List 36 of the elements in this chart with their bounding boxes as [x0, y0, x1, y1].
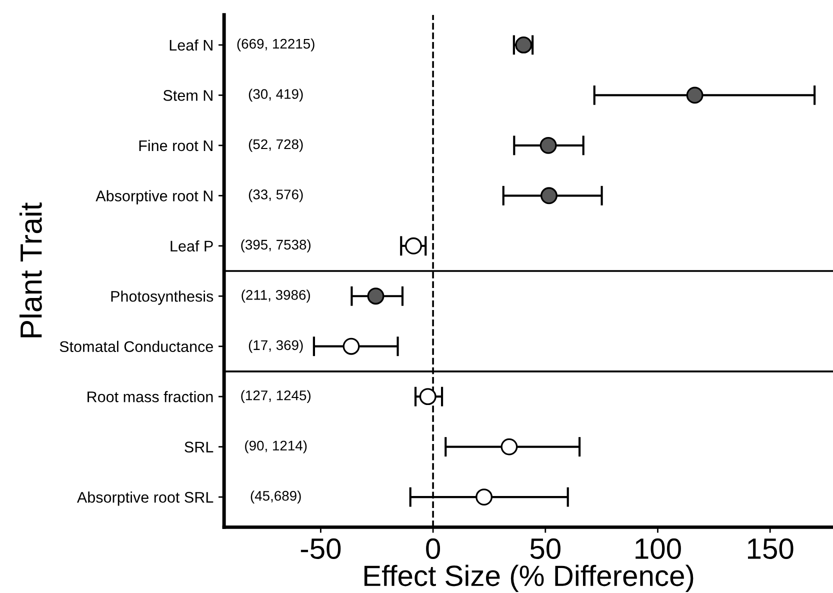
y-tick-label: Leaf P: [170, 240, 213, 252]
y-tick-label: SRL: [184, 442, 214, 452]
y-tick-label: Stomatal Conductance: [60, 340, 213, 352]
point: [342, 338, 360, 355]
annotation: (45,689): [250, 490, 301, 504]
x-tick-label: 50: [530, 538, 560, 560]
annotation: (211, 3986): [242, 290, 310, 303]
point: [686, 86, 704, 104]
annotation: (52, 728): [248, 138, 303, 152]
x-tick-label: 100: [636, 538, 681, 560]
y-tick-label: Fine root N: [139, 140, 212, 152]
annotation: (17, 369): [248, 340, 303, 353]
annotation: (669, 12215): [237, 38, 314, 52]
y-tick-label: Stem N: [163, 90, 212, 101]
x-axis-title: Effect Size (% Difference): [364, 564, 694, 592]
y-tick-label: Absorptive root N: [96, 190, 212, 204]
y-tick-label: Leaf N: [170, 39, 212, 51]
point: [540, 187, 558, 204]
x-tick-label: 150: [748, 538, 794, 560]
annotation: (33, 576): [248, 189, 303, 202]
annotation: (395, 7538): [241, 239, 310, 252]
point: [367, 288, 384, 305]
y-tick-label: Root mass fraction: [88, 391, 213, 402]
point: [476, 488, 493, 506]
point: [405, 237, 422, 254]
annotation: (90, 1214): [245, 440, 307, 454]
annotation: (30, 419): [248, 88, 303, 102]
x-tick-label: 0: [426, 538, 440, 560]
x-tick-label: -50: [300, 538, 341, 560]
point: [500, 438, 518, 456]
point: [540, 136, 557, 154]
y-axis-title: Plant Trait: [20, 202, 42, 338]
y-tick-label: Photosynthesis: [111, 290, 214, 305]
annotation: (127, 1245): [241, 390, 310, 404]
point: [419, 388, 436, 406]
y-tick-label: Absorptive root SRL: [76, 492, 214, 506]
